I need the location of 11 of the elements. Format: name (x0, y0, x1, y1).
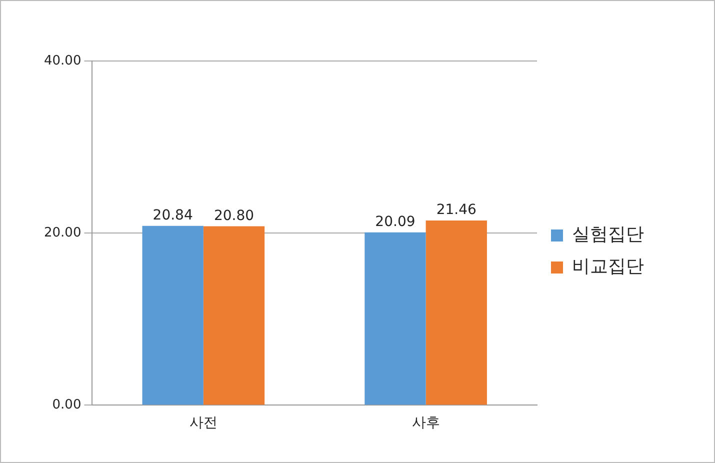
data-label: 20.80 (214, 208, 254, 224)
legend-label: 실험집단 (572, 224, 644, 246)
data-label: 20.09 (375, 214, 416, 230)
y-tick-label: 20.00 (44, 225, 82, 240)
x-tick-label: 사전 (189, 415, 218, 432)
x-tick-label: 사후 (412, 415, 440, 432)
data-label: 21.46 (436, 202, 477, 218)
legend-label: 비교집단 (572, 256, 644, 278)
y-tick-label: 40.00 (44, 53, 82, 68)
y-tick-label: 0.00 (52, 398, 82, 413)
data-label: 20.84 (152, 208, 193, 224)
